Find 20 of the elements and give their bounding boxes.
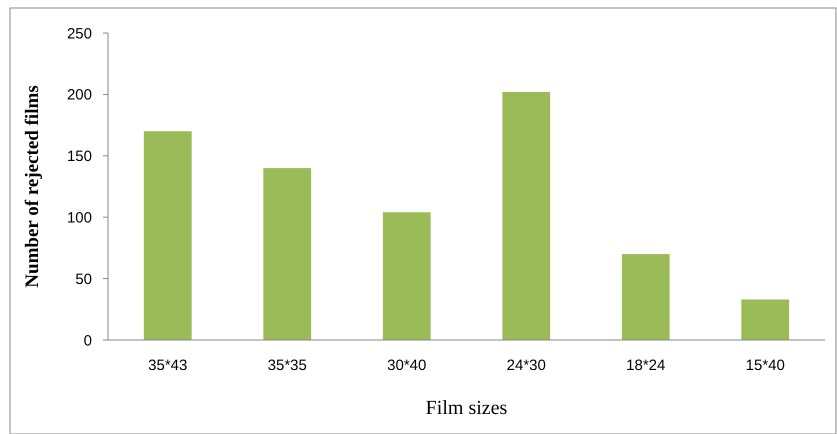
bar (741, 299, 790, 340)
y-axis-title: Number of rejected films (22, 85, 43, 288)
bar (502, 92, 550, 340)
bar (622, 254, 670, 340)
y-tick-label: 200 (66, 86, 92, 104)
bar (144, 131, 192, 340)
y-tick-label: 50 (75, 270, 92, 288)
y-tick-label: 250 (66, 25, 92, 42)
y-tick-label: 150 (66, 148, 92, 166)
x-tick-label: 35*43 (148, 357, 188, 374)
x-tick-label: 15*40 (746, 357, 785, 374)
x-tick-label: 24*30 (506, 357, 546, 374)
x-tick-label: 18*24 (626, 357, 666, 374)
bar (263, 168, 312, 340)
bar (382, 212, 431, 340)
y-tick-label: 0 (84, 332, 92, 350)
x-axis-title: Film sizes (426, 397, 508, 419)
x-tick-label: 30*40 (387, 357, 426, 374)
x-tick-label: 35*35 (268, 357, 307, 374)
y-tick-label: 100 (66, 209, 92, 226)
